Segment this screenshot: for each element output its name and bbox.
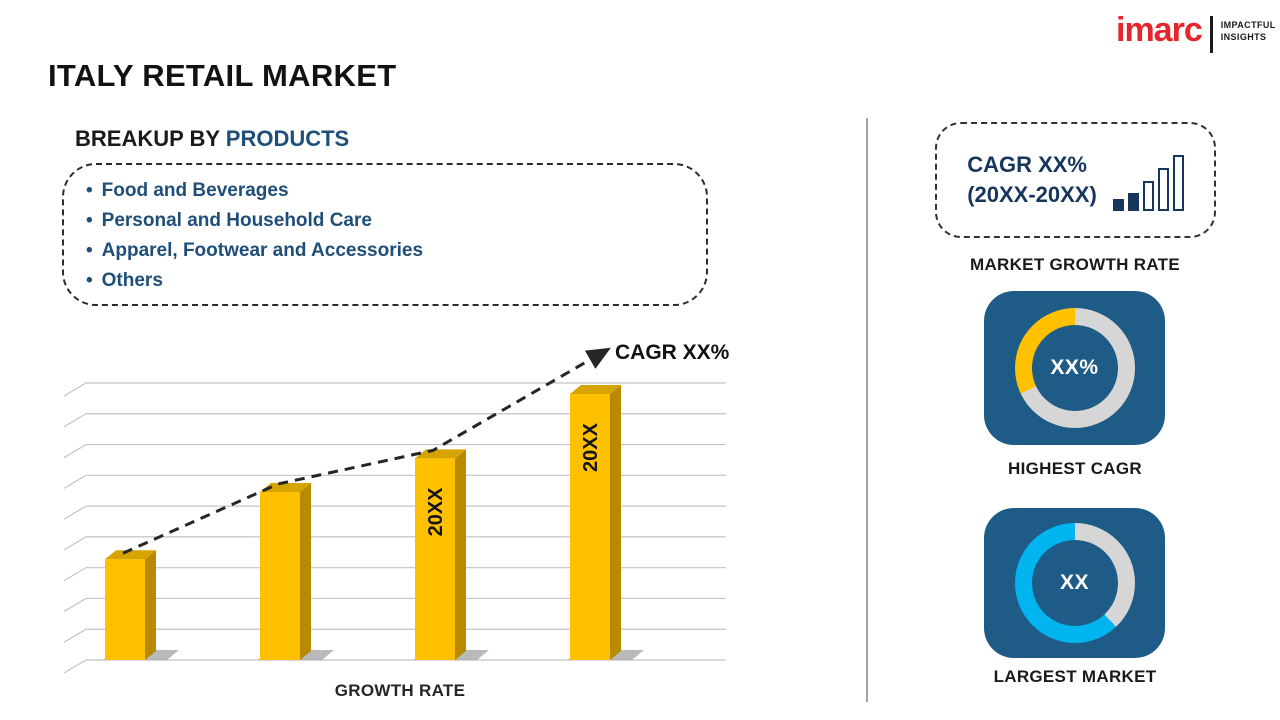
largest-market-value: XX (1059, 571, 1089, 594)
bar-label: 20XX (425, 487, 447, 537)
imarc-logo-text: imarc (1116, 11, 1203, 49)
bar-label: 20XX (580, 422, 602, 472)
highest-cagr-value: XX% (1050, 356, 1099, 379)
highest-cagr-card: XX% (984, 291, 1165, 445)
growth-card-line2: (20XX-20XX) (967, 182, 1097, 207)
bar: 20XX (570, 385, 621, 660)
bar-chart-svg: 20XX 20XX (63, 347, 726, 674)
chart-x-axis-label: GROWTH RATE (334, 681, 466, 700)
largest-market-caption: LARGEST MARKET (993, 667, 1157, 686)
bar-chart-icon-bar (1157, 168, 1169, 211)
breakup-list: Food and BeveragesPersonal and Household… (86, 176, 686, 296)
page-title: ITALY RETAIL MARKET (48, 58, 397, 93)
breakup-item: Apparel, Footwear and Accessories (86, 236, 686, 266)
logo-tagline-line2: INSIGHTS (1220, 31, 1267, 42)
breakup-heading: BREAKUP BY PRODUCTS (75, 126, 349, 152)
bar-chart-icon-bar (1127, 193, 1139, 211)
breakup-heading-prefix: BREAKUP BY (75, 126, 226, 151)
growth-card-line1: CAGR XX% (967, 152, 1087, 178)
highest-cagr-caption: HIGHEST CAGR (1008, 459, 1142, 478)
trend-cagr-label: CAGR XX% (615, 341, 730, 364)
breakup-item: Personal and Household Care (86, 206, 686, 236)
largest-market-donut-chart: XX (1014, 523, 1135, 643)
growth-card-text: CAGR XX% (20XX-20XX) (967, 150, 1097, 209)
bar: 20XX (415, 449, 466, 660)
breakup-item: Others (86, 266, 686, 296)
breakup-item: Food and Beverages (86, 176, 686, 206)
bar-chart-icon-bar (1172, 155, 1184, 211)
vertical-divider (866, 118, 868, 702)
logo-divider (1209, 16, 1213, 53)
market-growth-rate-card: CAGR XX% (20XX-20XX) (935, 122, 1216, 238)
growth-rate-chart: 20XX 20XX (50, 325, 750, 690)
breakup-box: Food and BeveragesPersonal and Household… (62, 163, 708, 306)
breakup-heading-highlight: PRODUCTS (225, 126, 350, 151)
bar (260, 483, 311, 660)
bar-chart-icon-bar (1112, 199, 1124, 211)
market-growth-rate-caption: MARKET GROWTH RATE (969, 255, 1180, 274)
bar (105, 550, 156, 660)
imarc-logo: imarc IMPACTFUL INSIGHTS (1116, 11, 1276, 53)
logo-tagline-line1: IMPACTFUL (1220, 20, 1276, 30)
largest-market-card: XX (984, 508, 1165, 658)
trend-arrow (122, 347, 611, 555)
logo-tagline: IMPACTFUL INSIGHTS (1221, 14, 1276, 43)
bar-chart-icon-bar (1142, 181, 1154, 211)
highest-cagr-donut-chart: XX% (1014, 308, 1135, 428)
gridlines (63, 382, 726, 674)
bar-chart-icon (1112, 149, 1184, 211)
